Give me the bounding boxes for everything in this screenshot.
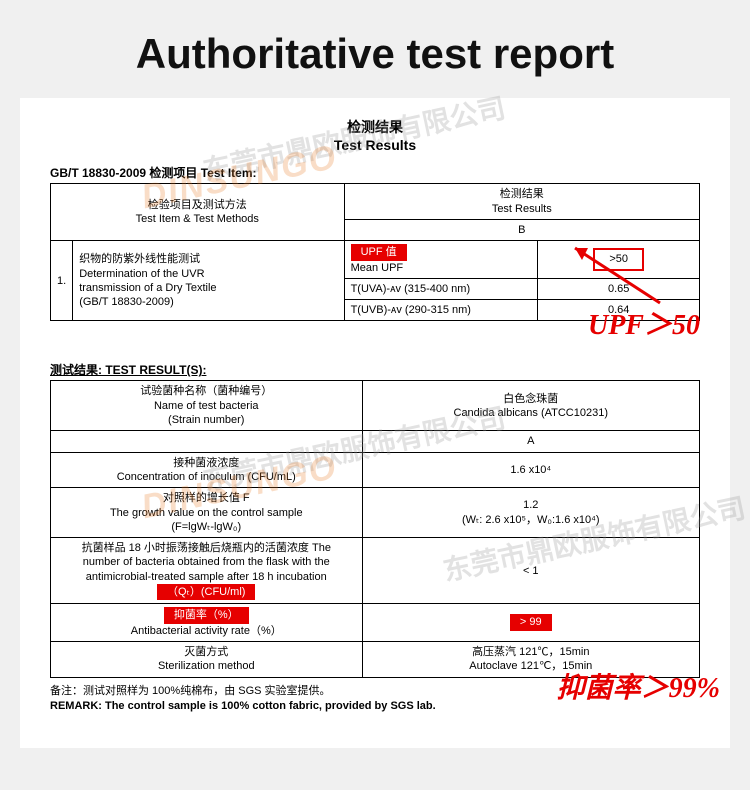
steril-cn: 灭菌方式 (57, 645, 356, 659)
rate-annotation: 抑菌率＞99% (557, 666, 720, 706)
strain-label-en2: (Strain number) (57, 413, 356, 427)
growth-en2: (F=lgWₜ-lgW₀) (57, 520, 356, 534)
upf-label-cn: UPF 值 (351, 244, 407, 260)
inoculum-cn: 接种菌液浓度 (57, 456, 356, 470)
header-right-en: Test Results (351, 202, 693, 216)
antibacterial-table: 试验菌种名称（菌种编号） Name of test bacteria (Stra… (50, 380, 700, 677)
report-paper: 东莞市鼎欧服饰有限公司 DINSUNGO 东莞市鼎欧服饰有限公司 DINSUNG… (20, 98, 730, 748)
strain-value-cn: 白色念珠菌 (369, 392, 693, 406)
growth-cn: 对照样的增长值 F (57, 491, 356, 505)
header-left-en: Test Item & Test Methods (57, 212, 338, 226)
steril-value-cn: 高压蒸汽 121℃，15min (369, 645, 693, 659)
uva-label: T(UVA)-ᴀᴠ (315-400 nm) (344, 278, 538, 299)
steril-en: Sterilization method (57, 659, 356, 673)
section1-title-en: Test Results (50, 136, 700, 154)
col-a: A (362, 431, 699, 452)
method-en3: (GB/T 18830-2009) (79, 295, 337, 309)
growth-value: 1.2 (369, 498, 693, 512)
section1-title-cn: 检测结果 (50, 118, 700, 136)
bacteria-value: < 1 (362, 538, 699, 604)
section1-title: 检测结果 Test Results (50, 118, 700, 154)
rate-cn: 抑菌率（%） (164, 607, 249, 623)
header-left-cn: 检验项目及测试方法 (57, 198, 338, 212)
bacteria-en3: （Qₜ）(CFU/ml) (157, 584, 255, 600)
method-en2: transmission of a Dry Textile (79, 281, 337, 295)
section2-title: 测试结果: TEST RESULT(S): (50, 361, 700, 378)
inoculum-value: 1.6 x10⁴ (362, 452, 699, 488)
inoculum-en: Concentration of inoculum (CFU/mL) (57, 470, 356, 484)
test-item-label: GB/T 18830-2009 检测项目 Test Item: (50, 164, 700, 181)
bacteria-en2: antimicrobial-treated sample after 18 h … (57, 570, 356, 584)
bacteria-cn: 抗菌样品 18 小时振荡接触后烧瓶内的活菌浓度 The (57, 541, 356, 555)
page-title: Authoritative test report (0, 0, 750, 98)
strain-label-cn: 试验菌种名称（菌种编号） (57, 384, 356, 398)
growth-value2: (Wₜ: 2.6 x10⁵，W₀:1.6 x10⁴) (369, 513, 693, 527)
uvb-label: T(UVB)-ᴀv (290-315 nm) (344, 300, 538, 321)
rate-value: > 99 (510, 614, 552, 630)
bacteria-en1: number of bacteria obtained from the fla… (57, 555, 356, 569)
strain-label-en1: Name of test bacteria (57, 399, 356, 413)
method-en1: Determination of the UVR (79, 267, 337, 281)
row-num: 1. (51, 241, 73, 321)
strain-value-en: Candida albicans (ATCC10231) (369, 406, 693, 420)
upf-annotation: UPF＞50 (588, 303, 700, 343)
growth-en1: The growth value on the control sample (57, 506, 356, 520)
upf-label-en: Mean UPF (351, 262, 404, 274)
header-right-cn: 检测结果 (351, 187, 693, 201)
annotation-arrow (560, 238, 680, 308)
method-cn: 织物的防紫外线性能测试 (79, 252, 337, 266)
rate-en: Antibacterial activity rate（%） (131, 625, 282, 637)
